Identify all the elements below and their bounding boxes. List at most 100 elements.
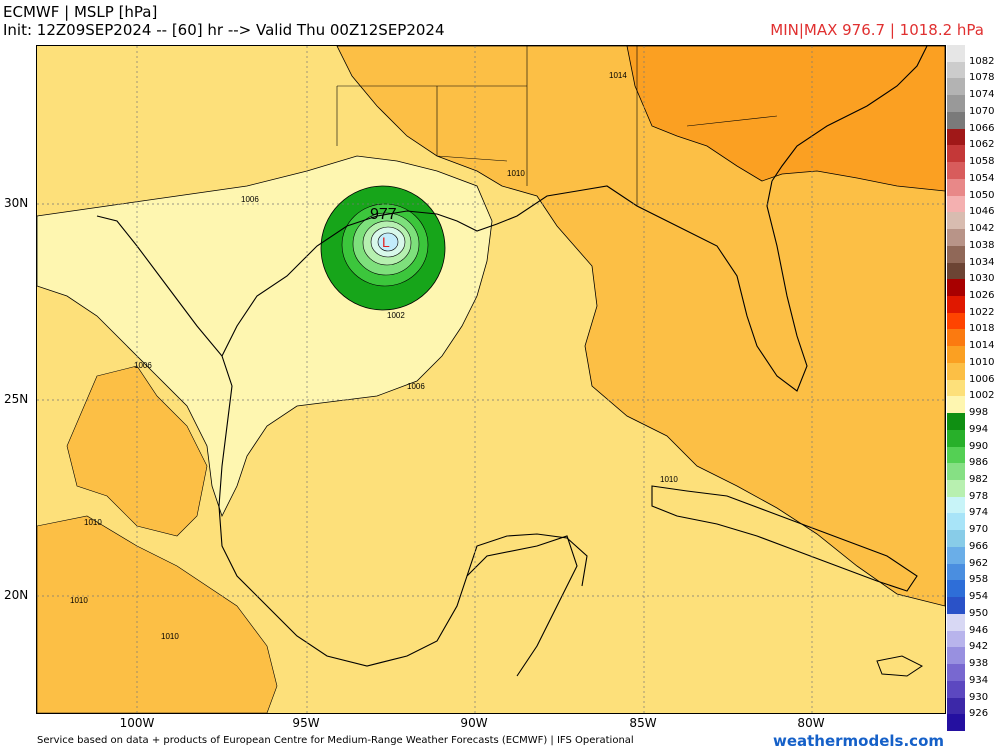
isobar-label: 1010 (507, 169, 525, 178)
colorbar-label: 946 (969, 624, 989, 636)
jamaica-coast (876, 655, 923, 677)
colorbar-swatch (947, 697, 965, 715)
yucatan-coast (466, 533, 588, 587)
colorbar-label: 1054 (969, 172, 995, 184)
colorbar-label: 1022 (969, 306, 995, 318)
colorbar-swatch (947, 178, 965, 197)
colorbar-label: 1082 (969, 55, 995, 67)
isobar-label: 1006 (407, 382, 425, 391)
colorbar-swatch (947, 95, 965, 113)
colorbar-label: 1018 (969, 323, 995, 335)
isobar-978 (377, 232, 399, 252)
colorbar-label: 1046 (969, 206, 995, 218)
colorbar-swatch (947, 61, 965, 79)
colorbar-label: 1038 (969, 239, 995, 251)
colorbar-swatch (947, 563, 965, 581)
colorbar-swatch (947, 463, 965, 481)
texas-louisiana-coast (221, 180, 808, 392)
lat-label: 20N (4, 588, 29, 602)
colorbar-label: 1062 (969, 139, 995, 151)
colorbar-label: 966 (969, 540, 989, 552)
colorbar-label: 982 (969, 474, 989, 486)
colorbar-swatch (947, 714, 965, 732)
colorbar-swatch (947, 379, 965, 397)
colorbar-swatch (947, 480, 965, 498)
field-1010-east (336, 46, 945, 607)
colorbar-label: 998 (969, 407, 989, 419)
colorbar-swatch (947, 111, 965, 130)
colorbar-swatch (947, 546, 965, 565)
lon-label: 90W (460, 716, 488, 730)
colorbar-label: 958 (969, 574, 989, 586)
lon-label: 95W (292, 716, 320, 730)
colorbar-swatch (947, 664, 965, 682)
colorbar-label: 970 (969, 524, 989, 536)
colorbar-swatch (947, 429, 965, 448)
isobar-label: 1014 (609, 71, 627, 80)
central-pressure-label: 977 (370, 206, 397, 223)
colorbar-swatch (947, 195, 965, 213)
min-max-readout: MIN|MAX 976.7 | 1018.2 hPa (770, 21, 984, 39)
colorbar-label: 1026 (969, 289, 995, 301)
colorbar-swatch (947, 580, 965, 598)
colorbar-swatch (947, 262, 965, 280)
colorbar-label: 930 (969, 691, 989, 703)
isobar-label: 1010 (161, 632, 179, 641)
colorbar-swatch (947, 597, 965, 615)
lon-label: 85W (629, 716, 657, 730)
isobar-label: 1006 (241, 195, 259, 204)
colorbar-swatch (947, 530, 965, 548)
florida-coast (771, 46, 928, 182)
colorbar-swatch (947, 78, 965, 96)
field-1010-mexico-2 (37, 515, 278, 713)
colorbar-swatch (947, 413, 965, 431)
colorbar-label: 926 (969, 708, 989, 720)
colorbar-label: 1042 (969, 223, 995, 235)
lat-label: 25N (4, 392, 29, 406)
colorbar-label: 942 (969, 641, 989, 653)
colorbar-label: 1066 (969, 122, 995, 134)
colorbar-swatch (947, 647, 965, 665)
colorbar-swatch (947, 312, 965, 330)
colorbar-swatch (947, 496, 965, 514)
colorbar-swatch (947, 446, 965, 464)
colorbar-label: 938 (969, 658, 989, 670)
cuba-coast (651, 485, 918, 592)
colorbar-label: 978 (969, 490, 989, 502)
colorbar-label: 1010 (969, 356, 995, 368)
colorbar-label: 950 (969, 607, 989, 619)
pressure-colorbar (947, 45, 965, 732)
colorbar-swatch (947, 212, 965, 230)
colorbar-swatch (947, 513, 965, 531)
colorbar-label: 1006 (969, 373, 995, 385)
colorbar-label: 954 (969, 591, 989, 603)
isobar-label: 1010 (84, 518, 102, 527)
colorbar-label: 994 (969, 423, 989, 435)
colorbar-label: 1030 (969, 273, 995, 285)
colorbar-swatch (947, 346, 965, 364)
colorbar-label: 990 (969, 440, 989, 452)
lon-label: 100W (119, 716, 155, 730)
pressure-map[interactable]: 1014 1010 1006 1002 1006 1006 1010 1010 … (36, 45, 946, 714)
colorbar-label: 1002 (969, 390, 995, 402)
colorbar-label: 974 (969, 507, 989, 519)
colorbar-swatch (947, 45, 965, 63)
isobar-label: 1002 (387, 311, 405, 320)
colorbar-swatch (947, 245, 965, 263)
colorbar-swatch (947, 229, 965, 247)
credit-footer: Service based on data + products of Euro… (37, 735, 634, 746)
colorbar-swatch (947, 279, 965, 297)
brand-link[interactable]: weathermodels.com (772, 732, 944, 750)
state-borders (336, 46, 778, 206)
lat-label: 30N (4, 196, 29, 210)
lon-label: 80W (797, 716, 825, 730)
colorbar-label: 1058 (969, 156, 995, 168)
colorbar-swatch (947, 630, 965, 648)
colorbar-label: 1050 (969, 189, 995, 201)
colorbar-swatch (947, 329, 965, 347)
colorbar-label: 1078 (969, 72, 995, 84)
init-valid-line: Init: 12Z09SEP2024 -- [60] hr --> Valid … (3, 21, 445, 39)
chart-title: ECMWF | MSLP [hPa] (3, 3, 158, 21)
colorbar-label: 934 (969, 674, 989, 686)
colorbar-swatch (947, 362, 965, 381)
